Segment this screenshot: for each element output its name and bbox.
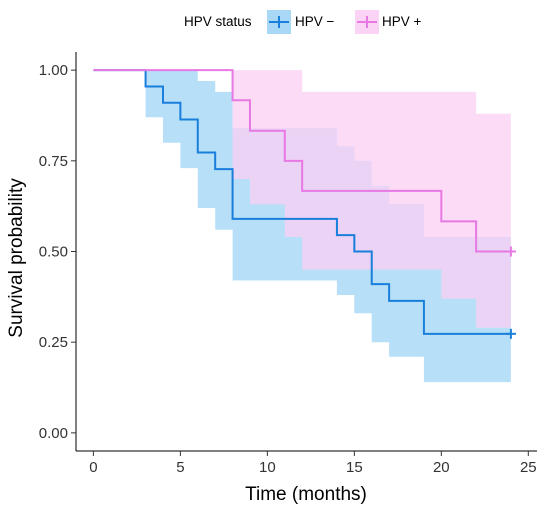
- x-axis-title: Time (months): [245, 484, 367, 505]
- legend-label-hpv-positive: HPV +: [382, 14, 422, 29]
- legend-title: HPV status: [184, 14, 252, 29]
- legend-key-hpv-negative: [267, 10, 291, 34]
- y-tick-label: 0.75: [39, 153, 68, 170]
- y-axis-ticks: 0.00 0.25 0.50 0.75 1.00: [39, 62, 76, 442]
- y-tick-label: 0.50: [39, 244, 68, 261]
- censor-mark-hpv-positive: [505, 246, 516, 257]
- y-tick-label: 1.00: [39, 62, 68, 79]
- y-tick-label: 0.00: [39, 425, 68, 442]
- censor-mark-hpv-negative: [505, 328, 516, 339]
- x-tick-label: 5: [176, 459, 184, 476]
- confidence-bands: [93, 70, 511, 383]
- x-tick-label: 20: [433, 459, 450, 476]
- x-tick-label: 15: [346, 459, 363, 476]
- y-tick-label: 0.25: [39, 334, 68, 351]
- x-tick-label: 10: [259, 459, 276, 476]
- survival-curve-hpv-positive: [93, 69, 511, 253]
- survival-curves: [93, 69, 511, 335]
- legend-key-hpv-positive: [355, 10, 379, 34]
- x-axis-ticks: 0 5 10 15 20 25: [89, 451, 537, 476]
- confidence-band-hpv-positive: [93, 70, 511, 328]
- survival-curve-hpv-negative: [93, 69, 511, 335]
- y-axis-title: Survival probability: [6, 178, 27, 338]
- legend: HPV status HPV − HPV +: [184, 10, 422, 34]
- x-tick-label: 0: [89, 459, 97, 476]
- legend-label-hpv-negative: HPV −: [295, 14, 335, 29]
- censor-marks: [505, 246, 516, 339]
- x-tick-label: 25: [520, 459, 537, 476]
